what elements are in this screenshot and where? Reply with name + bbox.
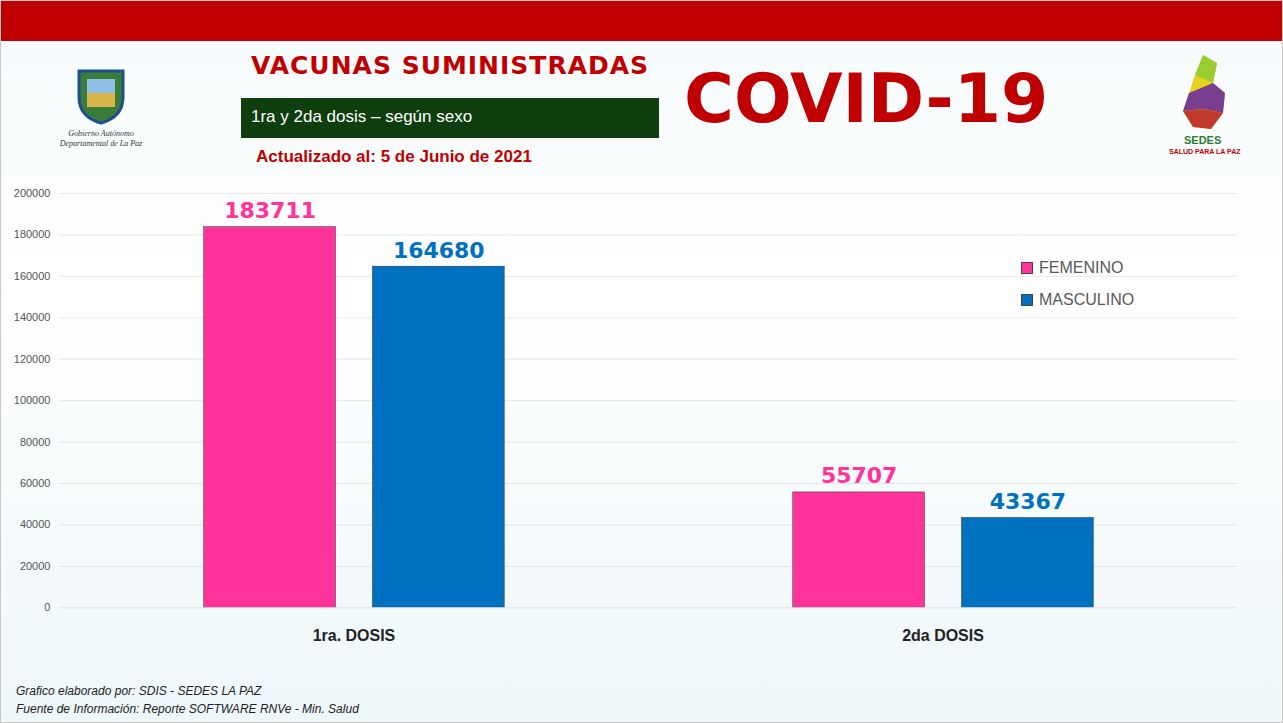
- svg-text:183711: 183711: [224, 198, 316, 223]
- svg-text:140000: 140000: [14, 311, 51, 323]
- html-text:VACUNAS SUMINISTRADAS: VACUNAS SUMINISTRADAS: [251, 51, 650, 80]
- html-text:1ra y 2da dosis – según sexo: 1ra y 2da dosis – según sexo: [251, 107, 473, 126]
- svg-text:55707: 55707: [821, 463, 897, 488]
- html-text:Gobierno Autónomo Departamenta: Gobierno Autónomo Departamental de La Pa…: [59, 129, 143, 148]
- svg-text:20000: 20000: [20, 560, 51, 572]
- html-text:Grafico elaborado por: SDIS -: Grafico elaborado por: SDIS - SEDES LA P…: [16, 684, 262, 698]
- svg-text:100000: 100000: [14, 394, 51, 406]
- html-text:MASCULINO: MASCULINO: [1039, 291, 1135, 308]
- html-text:SALUD PARA LA PAZ: SALUD PARA LA PAZ: [1169, 148, 1241, 155]
- html-text:Actualizado al: 5 de Junio de: Actualizado al: 5 de Junio de 2021: [256, 147, 532, 166]
- svg-text:200000: 200000: [14, 187, 51, 199]
- svg-text:120000: 120000: [14, 353, 51, 365]
- svg-text:1ra. DOSIS: 1ra. DOSIS: [313, 627, 396, 644]
- html-text:FEMENINO: FEMENINO: [1039, 259, 1124, 276]
- svg-text:0: 0: [44, 601, 50, 613]
- html-text:SEDES: SEDES: [1184, 134, 1222, 146]
- html-text:Fuente de Información: Reporte: Fuente de Información: Reporte SOFTWARE …: [16, 702, 359, 716]
- svg-text:2da DOSIS: 2da DOSIS: [902, 627, 984, 644]
- svg-text:180000: 180000: [14, 228, 51, 240]
- svg-text:160000: 160000: [14, 270, 51, 282]
- html-text:COVID-19: COVID-19: [684, 59, 1049, 138]
- svg-text:43367: 43367: [990, 489, 1066, 514]
- svg-text:80000: 80000: [20, 436, 51, 448]
- svg-text:60000: 60000: [20, 477, 51, 489]
- svg-text:164680: 164680: [393, 238, 485, 263]
- svg-text:40000: 40000: [20, 518, 51, 530]
